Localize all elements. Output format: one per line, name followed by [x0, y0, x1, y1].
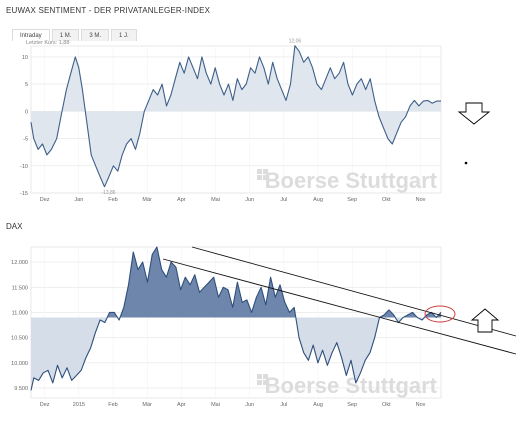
dax-x-tick-label: Okt [382, 402, 391, 408]
dax-x-tick-label: Aug [313, 402, 323, 408]
logo-square [263, 380, 268, 385]
sentiment-x-tick-label: Sep [347, 197, 357, 203]
boerse-stuttgart-watermark: Boerse Stuttgart [265, 373, 438, 398]
logo-square [263, 175, 268, 180]
logo-square [257, 175, 262, 180]
logo-square [257, 169, 262, 174]
sentiment-x-tick-label: Aug [313, 197, 323, 203]
sentiment-y-tick-label: -15 [20, 191, 28, 197]
up-arrow-icon [470, 308, 500, 333]
logo-square [263, 374, 268, 379]
sentiment-y-tick-label: 10 [22, 55, 28, 61]
sentiment-x-tick-label: Mär [142, 197, 152, 203]
marker-dot [464, 161, 468, 165]
dax-y-tick-label: 11.500 [12, 285, 28, 291]
sentiment-x-tick-label: Jun [245, 197, 254, 203]
highlight-ellipse [424, 305, 456, 323]
dax-y-tick-label: 11.000 [12, 310, 28, 316]
dax-trend-line-upper [191, 246, 517, 337]
sentiment-y-tick-label: 0 [25, 109, 28, 115]
sentiment-x-tick-label: Jul [280, 197, 287, 203]
sentiment-y-tick-label: -10 [20, 164, 28, 170]
tab-1-year[interactable]: 1 J. [111, 29, 137, 41]
chart-title: EUWAX SENTIMENT - DER PRIVATANLEGER-INDE… [6, 6, 211, 15]
sentiment-max-annotation: 12,06 [289, 39, 302, 45]
dax-chart-title: DAX [6, 222, 23, 231]
dax-x-tick-label: Feb [108, 402, 117, 408]
dax-y-tick-label: 9.500 [14, 386, 28, 392]
down-arrow-icon [457, 102, 491, 125]
sentiment-x-tick-label: Feb [108, 197, 117, 203]
dax-series-line [30, 246, 442, 391]
sentiment-x-tick-label: Okt [382, 197, 391, 203]
dax-x-tick-label: Nov [416, 402, 426, 408]
dax-trend-line-lower [162, 258, 517, 355]
logo-square [257, 380, 262, 385]
sentiment-y-tick-label: -5 [23, 137, 28, 143]
dax-x-tick-label: 2015 [73, 402, 85, 408]
dax-x-tick-label: Jun [245, 402, 254, 408]
sentiment-x-tick-label: Mai [211, 197, 220, 203]
dax-x-tick-label: Mär [142, 402, 152, 408]
timeframe-tabs: Intraday 1 M. 3 M. 1 J. [12, 29, 139, 41]
dax-y-tick-label: 10.500 [11, 336, 28, 342]
sentiment-series-line [30, 45, 441, 188]
tab-1-month[interactable]: 1 M. [51, 29, 80, 41]
sentiment-x-tick-label: Apr [177, 197, 186, 203]
sentiment-area-fill [31, 45, 441, 187]
boerse-stuttgart-logo-icon [257, 374, 268, 385]
sentiment-y-tick-label: 5 [25, 82, 28, 88]
logo-square [263, 169, 268, 174]
sentiment-x-tick-label: Nov [416, 197, 426, 203]
down-arrow-shape [457, 102, 491, 125]
tab-intraday[interactable]: Intraday [12, 29, 50, 41]
logo-square [257, 374, 262, 379]
dax-x-tick-label: Mai [211, 402, 220, 408]
dax-x-tick-label: Jul [280, 402, 287, 408]
dax-x-tick-label: Sep [347, 402, 357, 408]
boerse-stuttgart-logo-icon [257, 169, 268, 180]
dax-y-tick-label: 12.000 [11, 260, 28, 266]
last-price-label: Letzter Kurs: 1,88 [26, 40, 70, 46]
sentiment-min-annotation: -13,86 [101, 190, 115, 196]
tab-3-months[interactable]: 3 M. [81, 29, 110, 41]
dax-x-tick-label: Apr [177, 402, 186, 408]
dax-y-tick-label: 10.000 [11, 361, 28, 367]
boerse-stuttgart-watermark: Boerse Stuttgart [265, 168, 438, 193]
dax-area-above-baseline [107, 247, 441, 318]
sentiment-x-tick-label: Dez [40, 197, 50, 203]
sentiment-x-tick-label: Jan [74, 197, 83, 203]
up-arrow-shape [470, 308, 500, 333]
dax-area-below-baseline [31, 317, 441, 391]
dax-x-tick-label: Dez [40, 402, 50, 408]
